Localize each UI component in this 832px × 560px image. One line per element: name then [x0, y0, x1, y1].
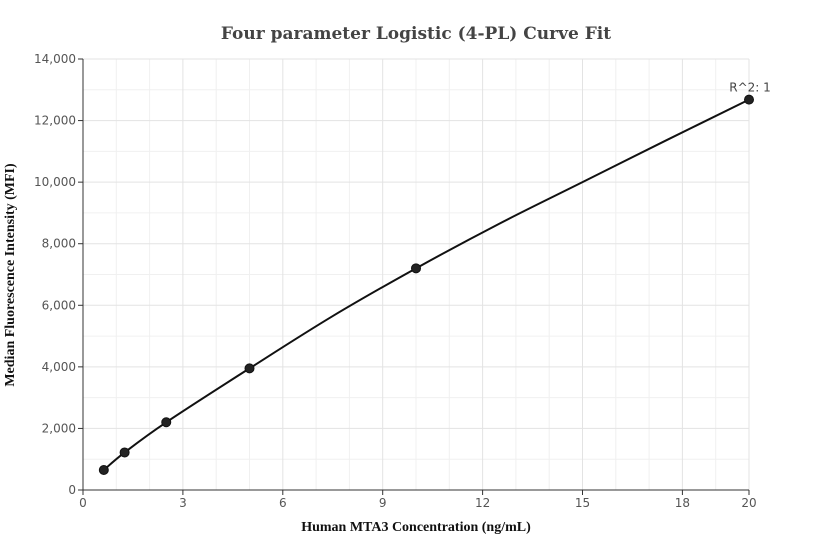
x-tick-label: 15 — [575, 496, 590, 510]
data-point — [98, 464, 109, 475]
x-tick-label: 9 — [379, 496, 387, 510]
x-tick-label: 3 — [179, 496, 187, 510]
y-axis-ticks: 0 2,000 4,000 6,000 8,000 10,000 12,000 14,000 — [34, 52, 83, 497]
y-tick-label: 10,000 — [34, 175, 76, 189]
data-point — [744, 94, 754, 105]
chart-title: Four parameter Logistic (4-PL) Curve Fit — [221, 24, 611, 44]
y-tick-label: 0 — [68, 483, 76, 497]
data-point — [161, 417, 172, 428]
fit-curve-line — [103, 98, 750, 471]
y-tick-label: 8,000 — [42, 237, 76, 251]
data-points — [98, 94, 754, 475]
data-point — [119, 447, 130, 458]
data-point — [244, 363, 255, 374]
y-tick-label: 6,000 — [42, 298, 76, 312]
r-squared-label: R^2: 1 — [729, 81, 771, 95]
y-tick-label: 2,000 — [42, 421, 76, 435]
y-tick-label: 12,000 — [34, 114, 76, 128]
x-tick-label: 6 — [279, 496, 287, 510]
annotations: R^2: 1 — [729, 81, 771, 95]
major-gridlines — [83, 58, 750, 490]
x-axis-ticks: 0 3 6 9 12 15 18 20 — [79, 490, 757, 510]
x-tick-label: 20 — [741, 496, 756, 510]
x-tick-label: 0 — [79, 496, 87, 510]
x-tick-label: 12 — [475, 496, 490, 510]
y-tick-label: 14,000 — [34, 52, 76, 66]
y-tick-label: 4,000 — [42, 360, 76, 374]
data-point — [411, 263, 421, 274]
x-axis-title: Human MTA3 Concentration (ng/mL) — [301, 520, 531, 535]
x-tick-label: 18 — [675, 496, 690, 510]
minor-gridlines — [83, 59, 749, 490]
y-axis-title: Median Fluorescence Intensity (MFI) — [3, 163, 18, 387]
